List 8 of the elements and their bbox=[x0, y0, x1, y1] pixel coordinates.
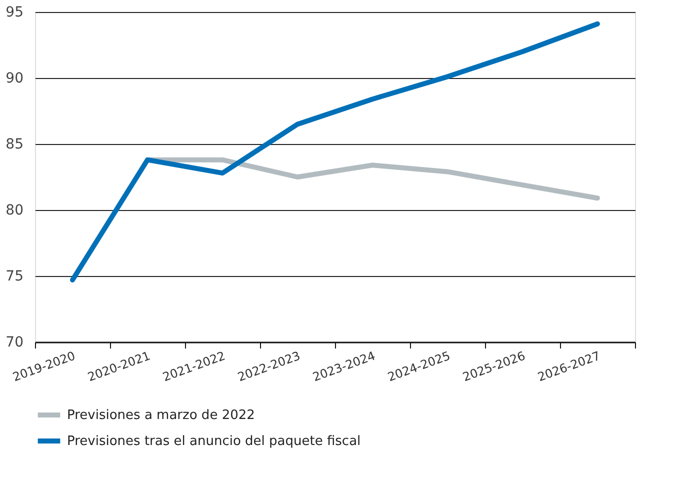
y-tick-label: 90 bbox=[6, 70, 24, 86]
y-tick-label: 85 bbox=[6, 136, 24, 152]
y-tick-label: 80 bbox=[6, 202, 24, 218]
y-tick-label: 95 bbox=[6, 4, 24, 20]
legend-label: Previsiones a marzo de 2022 bbox=[67, 408, 255, 423]
y-tick-label: 75 bbox=[6, 268, 24, 284]
y-tick-label: 70 bbox=[6, 334, 24, 350]
legend-label: Previsiones tras el anuncio del paquete fiscal bbox=[67, 434, 361, 449]
